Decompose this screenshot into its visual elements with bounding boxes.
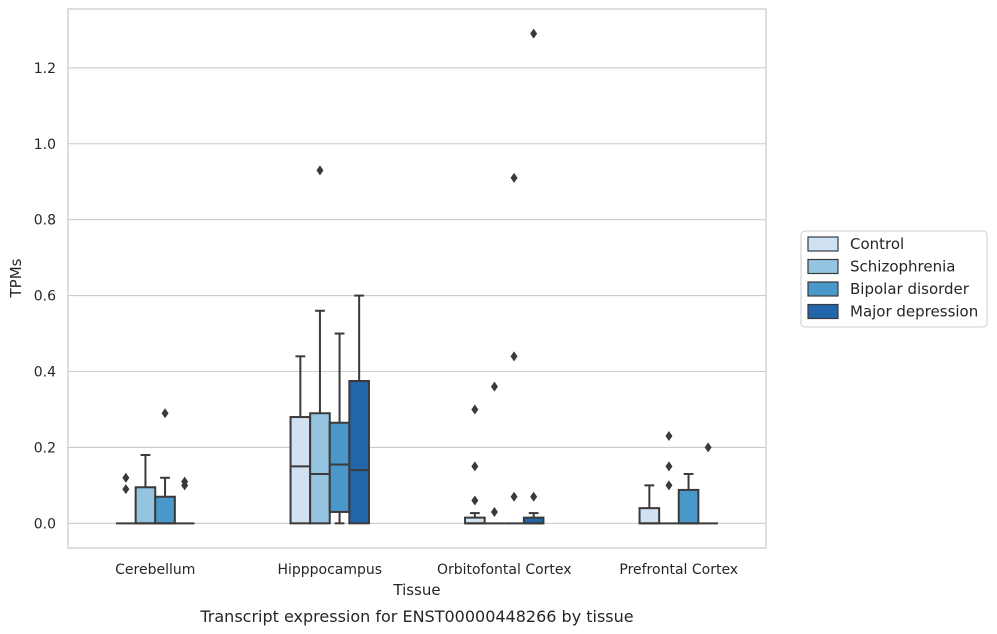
box-major-depression	[698, 442, 718, 525]
box-major-depression	[174, 476, 195, 525]
outlier-point	[510, 351, 518, 362]
y-tick-label: 0.4	[34, 364, 56, 380]
box-schizophrenia	[134, 454, 157, 525]
box-major-depression	[522, 28, 545, 525]
outlier-point	[490, 506, 498, 517]
legend-swatch	[807, 236, 839, 252]
box-bipolar-disorder	[504, 172, 524, 525]
y-tick-label: 0.8	[34, 213, 56, 229]
legend-swatch	[807, 281, 839, 297]
y-tick-label: 1.2	[34, 61, 56, 77]
box-bipolar-disorder	[154, 408, 176, 525]
box-bipolar-disorder	[328, 332, 351, 525]
legend-swatch	[807, 303, 839, 320]
box-body	[638, 507, 661, 525]
x-axis-label: Tissue	[392, 581, 440, 599]
box-schizophrenia	[659, 431, 679, 525]
box-control	[464, 404, 486, 525]
chart-caption: Transcript expression for ENST0000044826…	[199, 607, 633, 626]
y-tick-label: 0.2	[34, 440, 56, 456]
outlier-point	[530, 491, 538, 502]
outlier-point	[471, 461, 479, 472]
legend-frame	[800, 230, 988, 328]
x-tick-label: Cerebellum	[115, 562, 195, 578]
legend-label: Schizophrenia	[850, 258, 955, 276]
legend-item: Major depression	[807, 303, 978, 321]
y-axis-label: TPMs	[7, 258, 25, 298]
category-group	[116, 408, 195, 525]
box-groups	[116, 28, 718, 525]
outlier-point	[181, 480, 189, 491]
box-body	[677, 488, 700, 525]
box-control	[638, 484, 661, 525]
legend-item: Bipolar disorder	[807, 280, 970, 298]
outlier-point	[665, 480, 673, 491]
outlier-point	[122, 472, 130, 483]
x-tick-labels: Cerebellum Hipppocampus Orbitofontal Corte…	[115, 562, 738, 578]
box-body	[154, 495, 176, 525]
category-group	[289, 165, 370, 525]
outlier-point	[471, 495, 479, 506]
outlier-point	[510, 491, 518, 502]
legend-label: Major depression	[850, 303, 978, 321]
legend-item: Schizophrenia	[807, 258, 955, 276]
outlier-point	[161, 408, 169, 419]
y-tick-label: 0.0	[34, 516, 56, 532]
outlier-point	[316, 165, 324, 176]
box-body	[328, 421, 351, 513]
plot-frame	[67, 8, 767, 549]
box-body	[134, 486, 157, 525]
outlier-point	[704, 442, 712, 453]
legend-label: Control	[850, 235, 904, 253]
legend-item: Control	[807, 235, 904, 253]
box-body	[348, 379, 370, 525]
category-group	[464, 28, 545, 525]
box-control	[289, 355, 312, 525]
box-body	[309, 412, 331, 525]
outlier-point	[665, 461, 673, 472]
legend-label: Bipolar disorder	[850, 280, 970, 298]
box-schizophrenia	[484, 381, 505, 525]
outlier-point	[490, 381, 498, 392]
box-control	[116, 472, 136, 525]
outlier-point	[122, 484, 130, 495]
y-tick-label: 1.0	[34, 137, 56, 153]
outlier-point	[510, 172, 518, 183]
legend-swatch	[807, 258, 839, 275]
box-major-depression	[348, 294, 370, 525]
legend: Control Schizophrenia Bipolar disorder Majo…	[800, 230, 988, 328]
x-tick-label: Hipppocampus	[277, 562, 382, 578]
x-tick-label: Prefrontal Cortex	[619, 562, 738, 578]
outlier-point	[471, 404, 479, 415]
category-group	[638, 431, 718, 525]
box-bipolar-disorder	[677, 472, 700, 525]
y-tick-label: 0.6	[34, 289, 56, 305]
y-tick-labels: 0.0 0.2 0.4 0.6 0.8 1.0 1.2	[34, 61, 56, 532]
outlier-point	[665, 431, 673, 442]
box-body	[289, 416, 312, 525]
x-tick-label: Orbitofontal Cortex	[437, 562, 572, 578]
outlier-point	[530, 28, 538, 39]
